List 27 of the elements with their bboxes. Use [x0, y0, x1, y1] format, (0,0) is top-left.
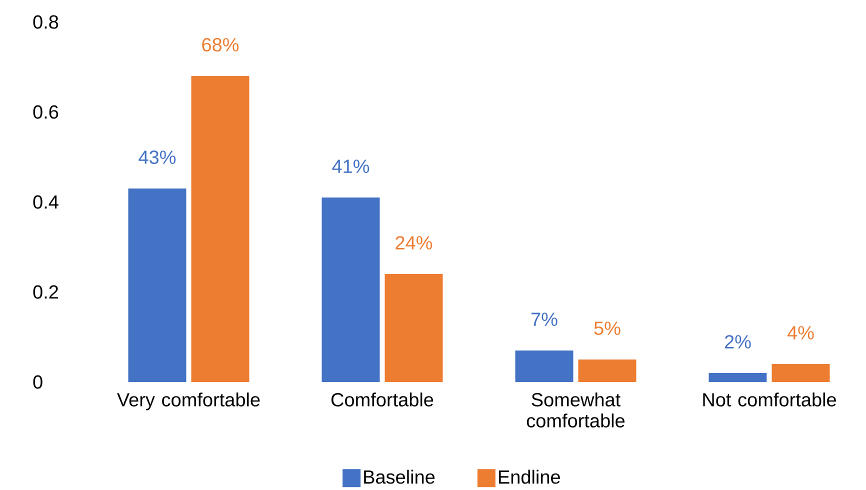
bar: [515, 350, 574, 382]
bar: [191, 76, 250, 382]
data-label: 4%: [787, 326, 814, 340]
data-label: 68%: [202, 38, 239, 52]
bar: [708, 373, 767, 382]
data-label: 2%: [724, 335, 751, 348]
data-label: 7%: [532, 312, 558, 326]
legend-label: Baseline: [364, 470, 435, 484]
y-tick-label: 0.2: [33, 285, 58, 299]
data-label: 43%: [138, 150, 176, 164]
bar: [384, 274, 443, 382]
x-tick-label: Comfortable: [331, 392, 434, 406]
y-tick-label: 0.8: [33, 15, 58, 29]
bar: [322, 198, 380, 382]
data-label: 5%: [594, 322, 620, 335]
x-tick-label: Very comfortable: [117, 392, 260, 410]
x-tick-label: Somewhat comfortable: [526, 392, 625, 428]
x-tick-label: Not comfortable: [703, 392, 836, 406]
data-label: 24%: [396, 236, 432, 250]
y-tick-label: 0.4: [33, 195, 58, 209]
bar: [772, 364, 830, 382]
data-label: 41%: [332, 160, 370, 173]
y-tick-label: 0: [33, 375, 42, 389]
legend-label: Endline: [498, 470, 560, 484]
y-tick-label: 0.6: [33, 105, 58, 119]
bar: [128, 188, 186, 382]
bar: [578, 360, 636, 382]
